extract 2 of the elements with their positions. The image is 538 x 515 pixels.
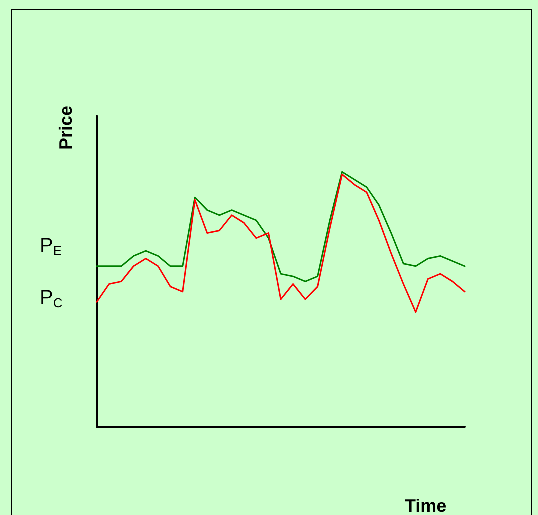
- x-axis-title: Time: [405, 496, 447, 515]
- y-axis-title: Price: [56, 106, 76, 150]
